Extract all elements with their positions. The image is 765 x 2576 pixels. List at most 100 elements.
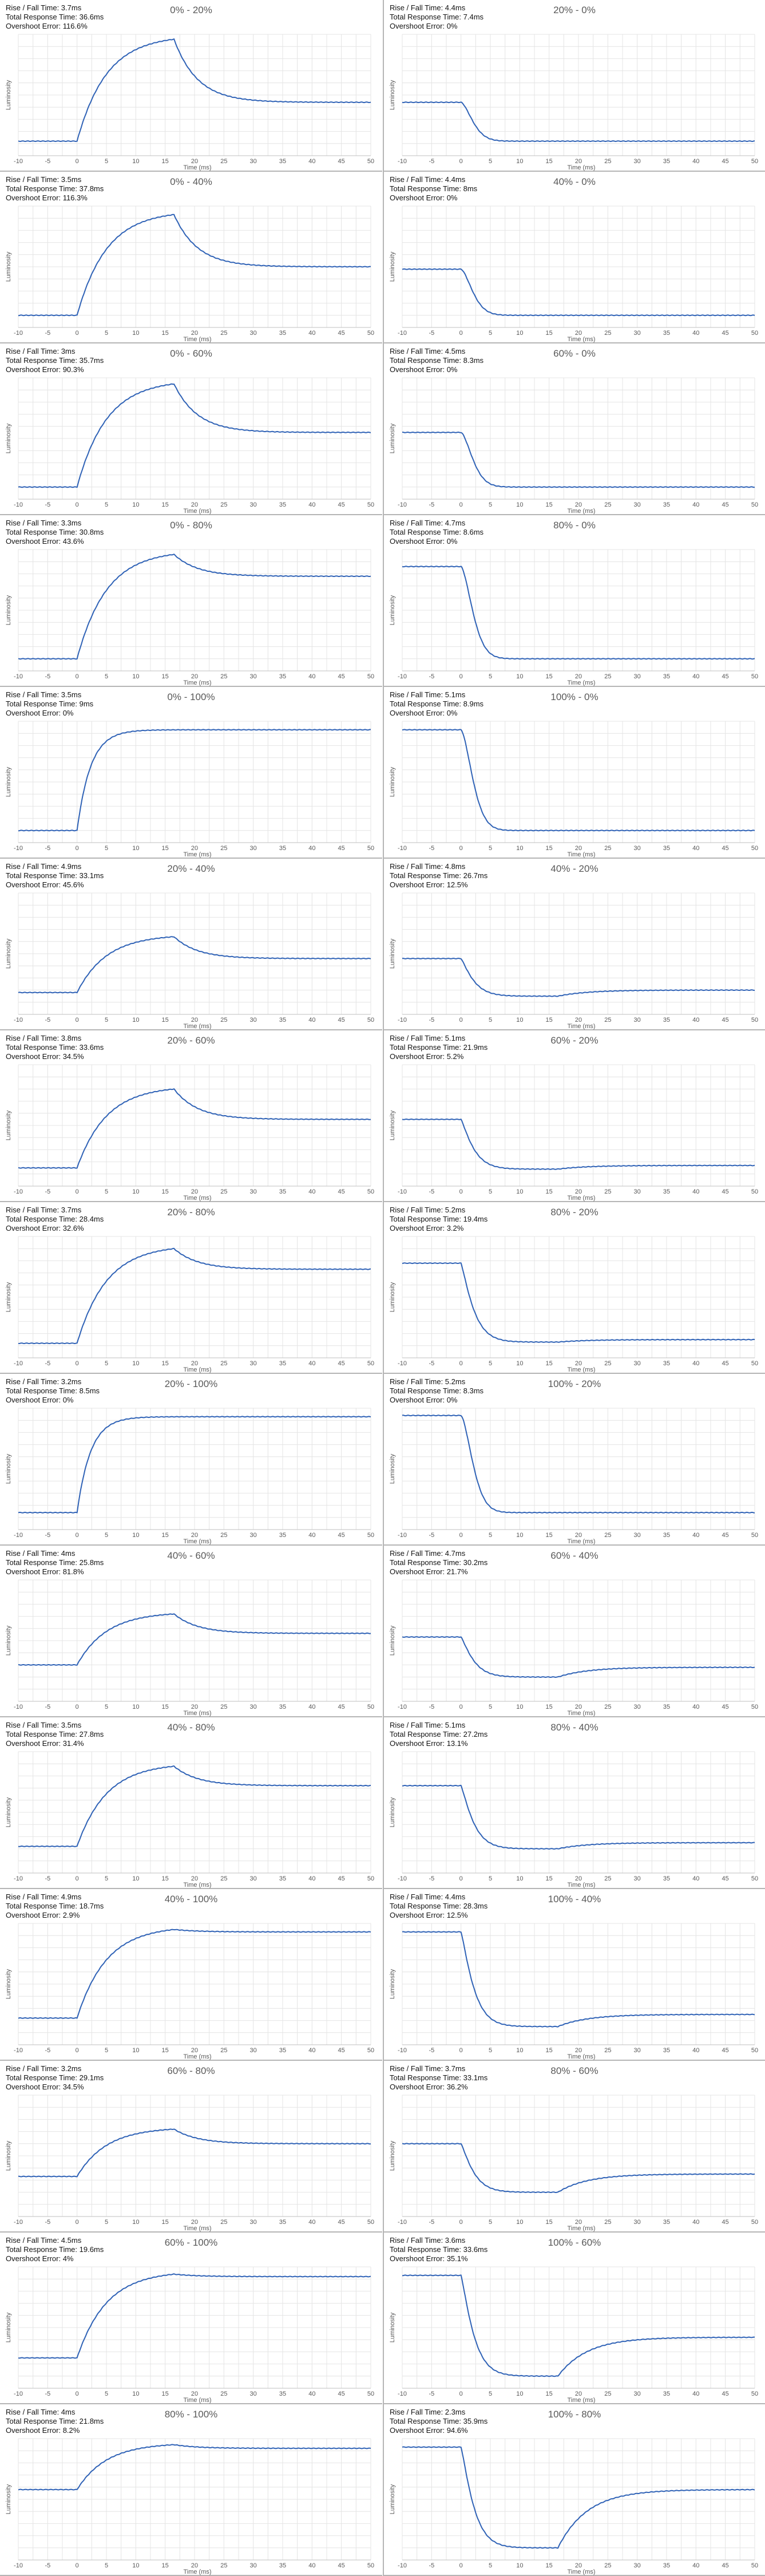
luminosity-series-line xyxy=(18,1613,371,1666)
total-response-time: Total Response Time: 8.5ms xyxy=(6,1386,100,1395)
x-axis-label: Time (ms) xyxy=(183,1538,211,1545)
stats-block: Rise / Fall Time: 5.2ms Total Response Ti… xyxy=(390,1206,487,1233)
stats-block: Rise / Fall Time: 3.5ms Total Response Ti… xyxy=(6,1721,104,1748)
x-tick-label: 50 xyxy=(367,1188,374,1195)
plot-area: -10 -5 0 5 10 15 20 25 30 35 40 45 50 Time (ms) Lumino… xyxy=(5,2095,374,2232)
plot-area: -10 -5 0 5 10 15 20 25 30 35 40 45 50 Time (ms) Lumino… xyxy=(5,1408,374,1545)
stats-block: Rise / Fall Time: 3.7ms Total Response Ti… xyxy=(6,3,104,31)
overshoot-error: Overshoot Error: 94.6% xyxy=(390,2426,468,2435)
chart-panel: Rise / Fall Time: 3.7ms Total Response Ti… xyxy=(0,1202,382,1374)
x-tick-label: 5 xyxy=(489,158,492,165)
rise-fall-time: Rise / Fall Time: 3.7ms xyxy=(390,2064,466,2073)
x-tick-label: 45 xyxy=(722,158,729,165)
x-tick-label: 0 xyxy=(459,845,463,852)
x-axis-label: Time (ms) xyxy=(567,508,595,515)
x-tick-label: 15 xyxy=(546,1360,553,1367)
x-tick-label: -5 xyxy=(45,1532,50,1539)
x-tick-label: 45 xyxy=(338,1360,345,1367)
total-response-time: Total Response Time: 8.6ms xyxy=(390,528,484,536)
x-tick-label: 10 xyxy=(516,1360,523,1367)
x-tick-label: 30 xyxy=(634,2219,641,2226)
rise-fall-time: Rise / Fall Time: 4.4ms xyxy=(390,1893,466,1901)
x-tick-label: 0 xyxy=(76,1532,79,1539)
x-tick-label: 50 xyxy=(367,1017,374,1024)
x-tick-label: -10 xyxy=(14,1704,23,1710)
y-axis-label: Luminosity xyxy=(389,251,396,282)
x-tick-label: 0 xyxy=(459,158,463,165)
x-tick-label: 5 xyxy=(489,1360,492,1367)
x-tick-label: 30 xyxy=(634,1188,641,1195)
stats-block: Rise / Fall Time: 4.8ms Total Response Ti… xyxy=(390,862,487,890)
x-tick-label: 50 xyxy=(367,2391,374,2397)
x-tick-label: -5 xyxy=(45,1704,50,1710)
x-tick-label: -5 xyxy=(45,1360,50,1367)
luminosity-series-line xyxy=(18,1765,371,1847)
x-tick-label: 45 xyxy=(722,1188,729,1195)
y-axis-label: Luminosity xyxy=(389,2312,396,2342)
x-tick-label: 20 xyxy=(575,330,582,337)
x-tick-label: -10 xyxy=(14,1360,23,1367)
x-tick-label: 5 xyxy=(105,330,108,337)
x-tick-label: 0 xyxy=(459,1360,463,1367)
x-tick-label: 40 xyxy=(692,673,699,680)
rise-fall-time: Rise / Fall Time: 4ms xyxy=(6,1549,76,1558)
chart-panel: Rise / Fall Time: 3.5ms Total Response Ti… xyxy=(0,1717,382,1889)
rise-fall-time: Rise / Fall Time: 4.4ms xyxy=(390,175,466,184)
x-tick-label: 45 xyxy=(338,1532,345,1539)
x-tick-label: 10 xyxy=(516,1188,523,1195)
x-tick-label: 35 xyxy=(279,1704,286,1710)
x-tick-label: 35 xyxy=(279,673,286,680)
stats-block: Rise / Fall Time: 3.8ms Total Response Ti… xyxy=(6,1034,104,1061)
plot-area: -10 -5 0 5 10 15 20 25 30 35 40 45 50 Time (ms) Lumino… xyxy=(5,549,374,686)
x-tick-label: 35 xyxy=(279,1532,286,1539)
x-tick-label: 5 xyxy=(105,1875,108,1882)
x-tick-label: 15 xyxy=(546,1704,553,1710)
x-tick-label: 45 xyxy=(722,673,729,680)
x-tick-label: -10 xyxy=(398,673,407,680)
y-axis-label: Luminosity xyxy=(5,2312,12,2342)
plot-area: -10 -5 0 5 10 15 20 25 30 35 40 45 50 Time (ms) Lumino… xyxy=(389,1751,758,1888)
chart-panel: Rise / Fall Time: 3.6ms Total Response Ti… xyxy=(383,2233,765,2404)
x-tick-label: -10 xyxy=(14,2047,23,2054)
x-tick-label: 25 xyxy=(220,845,227,852)
x-axis-label: Time (ms) xyxy=(567,2225,595,2232)
x-tick-label: 20 xyxy=(191,2219,198,2226)
x-tick-label: -10 xyxy=(398,2047,407,2054)
x-tick-label: 35 xyxy=(663,2047,670,2054)
total-response-time: Total Response Time: 28.3ms xyxy=(390,1902,488,1910)
rise-fall-time: Rise / Fall Time: 4.4ms xyxy=(390,3,466,12)
x-axis-label: Time (ms) xyxy=(567,1882,595,1888)
overshoot-error: Overshoot Error: 34.5% xyxy=(6,1052,84,1061)
stats-block: Rise / Fall Time: 3.7ms Total Response Ti… xyxy=(390,2064,487,2092)
overshoot-error: Overshoot Error: 116.3% xyxy=(6,193,88,202)
x-tick-label: 15 xyxy=(162,845,169,852)
x-tick-label: 5 xyxy=(105,1188,108,1195)
total-response-time: Total Response Time: 9ms xyxy=(6,700,94,708)
x-tick-label: 50 xyxy=(367,1532,374,1539)
x-tick-label: 20 xyxy=(191,2391,198,2397)
x-tick-label: 50 xyxy=(367,330,374,337)
x-axis-label: Time (ms) xyxy=(567,1538,595,1545)
x-axis-label: Time (ms) xyxy=(567,2569,595,2575)
y-axis-label: Luminosity xyxy=(389,2484,396,2514)
x-tick-label: 50 xyxy=(751,2562,758,2569)
chart-panel: Rise / Fall Time: 4.9ms Total Response Ti… xyxy=(0,859,382,1030)
x-tick-label: 50 xyxy=(751,2219,758,2226)
x-tick-label: 0 xyxy=(76,2391,79,2397)
x-tick-label: 50 xyxy=(367,2562,374,2569)
x-tick-label: 10 xyxy=(132,1017,139,1024)
plot-area: -10 -5 0 5 10 15 20 25 30 35 40 45 50 Time (ms) Lumino… xyxy=(389,892,758,1030)
x-tick-label: 0 xyxy=(76,673,79,680)
x-tick-label: 35 xyxy=(663,330,670,337)
x-tick-label: 20 xyxy=(575,673,582,680)
x-tick-label: -10 xyxy=(398,501,407,508)
x-tick-label: 25 xyxy=(604,330,611,337)
chart-panel: Rise / Fall Time: 3.2ms Total Response Ti… xyxy=(0,1374,382,1546)
x-tick-label: -10 xyxy=(398,845,407,852)
x-tick-label: 50 xyxy=(367,1360,374,1367)
x-tick-label: 40 xyxy=(308,2562,315,2569)
x-tick-label: 40 xyxy=(692,2219,699,2226)
x-tick-label: 30 xyxy=(250,2219,257,2226)
stats-block: Rise / Fall Time: 5.1ms Total Response Ti… xyxy=(390,1034,487,1061)
y-axis-label: Luminosity xyxy=(389,767,396,797)
